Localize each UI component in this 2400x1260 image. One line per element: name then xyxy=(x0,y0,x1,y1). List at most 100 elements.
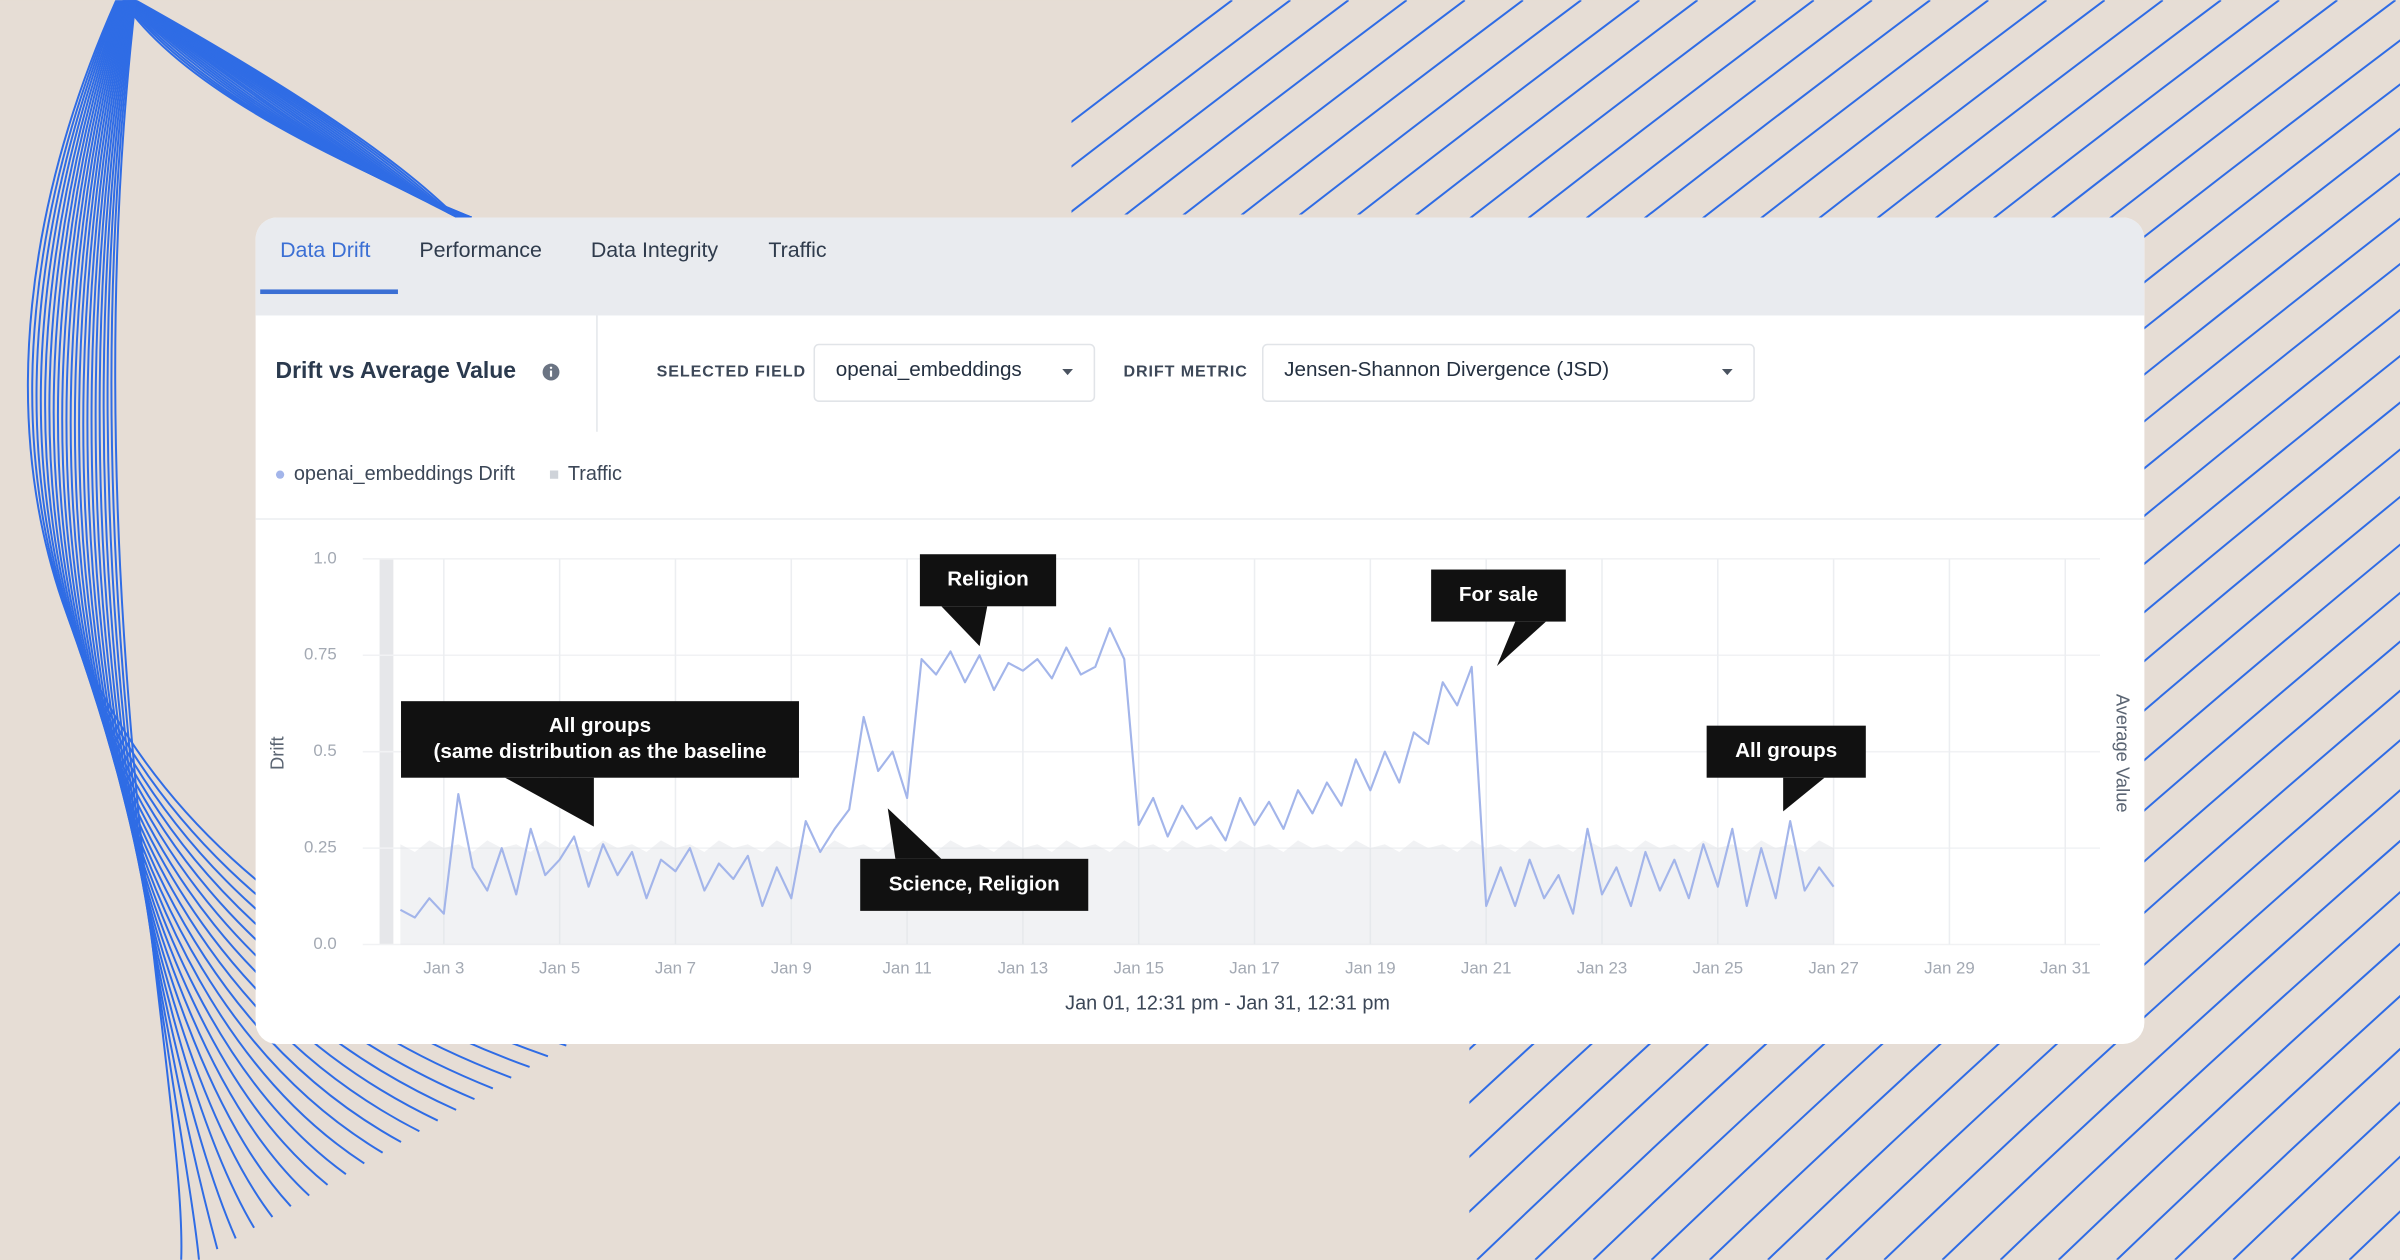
annotation-box xyxy=(919,554,1057,607)
decor-line xyxy=(1071,0,1466,1260)
decor-curve xyxy=(98,0,255,1229)
plot: 0.0 0.25 0.5 0.75 1.0 Jan 3 Jan 5 Jan 7 Jan 9 Jan… xyxy=(304,548,2100,977)
decor-line xyxy=(1534,0,2400,1260)
tab[interactable]: Data Drift xyxy=(280,238,370,262)
y-tick-label: 0.5 xyxy=(313,741,336,760)
x-tick-label: Jan 3 xyxy=(423,958,464,977)
tab-bar xyxy=(255,217,2145,316)
decor-curve xyxy=(82,0,329,1186)
x-tick-label: Jan 23 xyxy=(1577,958,1628,977)
y2-axis-label: Average Value xyxy=(2113,694,2134,813)
decor-line xyxy=(1650,0,2400,1260)
y-tick-label: 0.75 xyxy=(304,645,337,664)
decor-line xyxy=(2174,0,2400,1260)
x-tick-label: Jan 7 xyxy=(655,958,696,977)
caret xyxy=(1721,369,1733,376)
y-tick-label: 0.25 xyxy=(304,838,337,857)
x-tick-label: Jan 21 xyxy=(1461,958,1512,977)
decor-line xyxy=(1071,0,1408,1260)
decor-line xyxy=(1071,0,1873,1260)
decor-curve xyxy=(106,0,219,1250)
decor-line xyxy=(1767,0,2400,1260)
decor-line xyxy=(1825,0,2400,1260)
x-tick-label: Jan 19 xyxy=(1345,958,1396,977)
drift-line xyxy=(399,627,1835,919)
info-icon-glyph xyxy=(549,370,553,377)
annotation: Science, Religion xyxy=(860,808,1089,911)
annotation-pointer xyxy=(887,808,942,859)
x-tick-label: Jan 31 xyxy=(2040,958,2091,977)
decor-line xyxy=(1071,0,1815,1260)
decor-curve xyxy=(90,0,292,1207)
annotation: All groups (same distribution as the base… xyxy=(401,701,799,827)
decor-line xyxy=(2057,0,2400,1260)
decor-curve xyxy=(114,0,183,1260)
decor-curve xyxy=(65,0,402,1143)
decor-line xyxy=(1071,0,1699,1260)
decor-line xyxy=(1071,0,1524,1260)
info-icon-glyph xyxy=(549,366,553,370)
metric-label: DRIFT METRIC xyxy=(1123,362,1247,380)
x-tick-label: Jan 17 xyxy=(1229,958,1280,977)
decor-line xyxy=(1592,0,2400,1260)
field-value: openai_embeddings xyxy=(836,358,1022,381)
field-label: SELECTED FIELD xyxy=(657,362,806,380)
decor-line xyxy=(1476,0,2400,1260)
traffic-area xyxy=(400,840,1834,945)
tab-underline xyxy=(260,289,398,295)
metric-dropdown[interactable] xyxy=(1261,343,1755,402)
annotation-text: (same distribution as the baseline xyxy=(434,740,767,763)
decor-curve xyxy=(78,0,347,1175)
tab[interactable]: Data Integrity xyxy=(591,238,719,262)
x-tick-label: Jan 29 xyxy=(1924,958,1975,977)
decor-line xyxy=(1071,0,1350,1260)
x-tick-label: Jan 15 xyxy=(1113,958,1164,977)
decor-curve xyxy=(86,0,310,1197)
card-body xyxy=(255,217,2145,1045)
annotation-pointer xyxy=(1783,777,1825,812)
x-tick-label: Jan 5 xyxy=(539,958,580,977)
decor-line xyxy=(1999,0,2400,1260)
decor-line xyxy=(1941,0,2400,1260)
annotation-box xyxy=(860,858,1089,911)
annotation-text: Religion xyxy=(947,568,1028,591)
field-dropdown[interactable] xyxy=(813,343,1096,402)
decor-line xyxy=(1071,0,1640,1260)
x-tick-label: Jan 25 xyxy=(1693,958,1744,977)
annotation-pointer xyxy=(941,606,988,647)
decor-curve xyxy=(69,0,384,1154)
annotation-text: All groups xyxy=(549,714,651,737)
annotation-pointer xyxy=(505,777,594,827)
annotation: Religion xyxy=(919,554,1057,647)
legend-swatch xyxy=(275,470,285,479)
legend-label: Traffic xyxy=(568,463,622,485)
tab[interactable]: Performance xyxy=(419,238,542,262)
panel-title: Drift vs Average Value xyxy=(276,357,517,383)
annotation-text: Science, Religion xyxy=(889,872,1060,895)
annotation-text: All groups xyxy=(1735,739,1837,762)
metric-value: Jensen-Shannon Divergence (JSD) xyxy=(1284,358,1609,381)
annotation-box xyxy=(1706,725,1866,778)
tab[interactable]: Traffic xyxy=(768,238,827,262)
x-tick-label: Jan 27 xyxy=(1808,958,1859,977)
x-tick-label: Jan 13 xyxy=(998,958,1049,977)
caret xyxy=(1062,369,1073,376)
annotation-pointer xyxy=(1496,621,1546,666)
card xyxy=(255,217,2145,1045)
legend-label: openai_embeddings Drift xyxy=(294,463,515,485)
x-tick-label: Jan 9 xyxy=(771,958,812,977)
decor-curve xyxy=(94,0,274,1218)
decor-line xyxy=(1709,0,2400,1260)
annotation: For sale xyxy=(1431,569,1566,666)
decor-line xyxy=(1071,0,1757,1260)
decor-line xyxy=(1071,0,1582,1260)
y-axis-label: Drift xyxy=(266,736,287,770)
decor-curve xyxy=(73,0,365,1165)
legend-swatch xyxy=(549,470,559,479)
decor-line xyxy=(1883,0,2400,1260)
decor-curve xyxy=(102,0,237,1239)
x-tick-label: Jan 11 xyxy=(882,958,931,977)
x-axis-label: Jan 01, 12:31 pm - Jan 31, 12:31 pm xyxy=(1065,992,1390,1014)
annotation: All groups xyxy=(1706,725,1866,812)
